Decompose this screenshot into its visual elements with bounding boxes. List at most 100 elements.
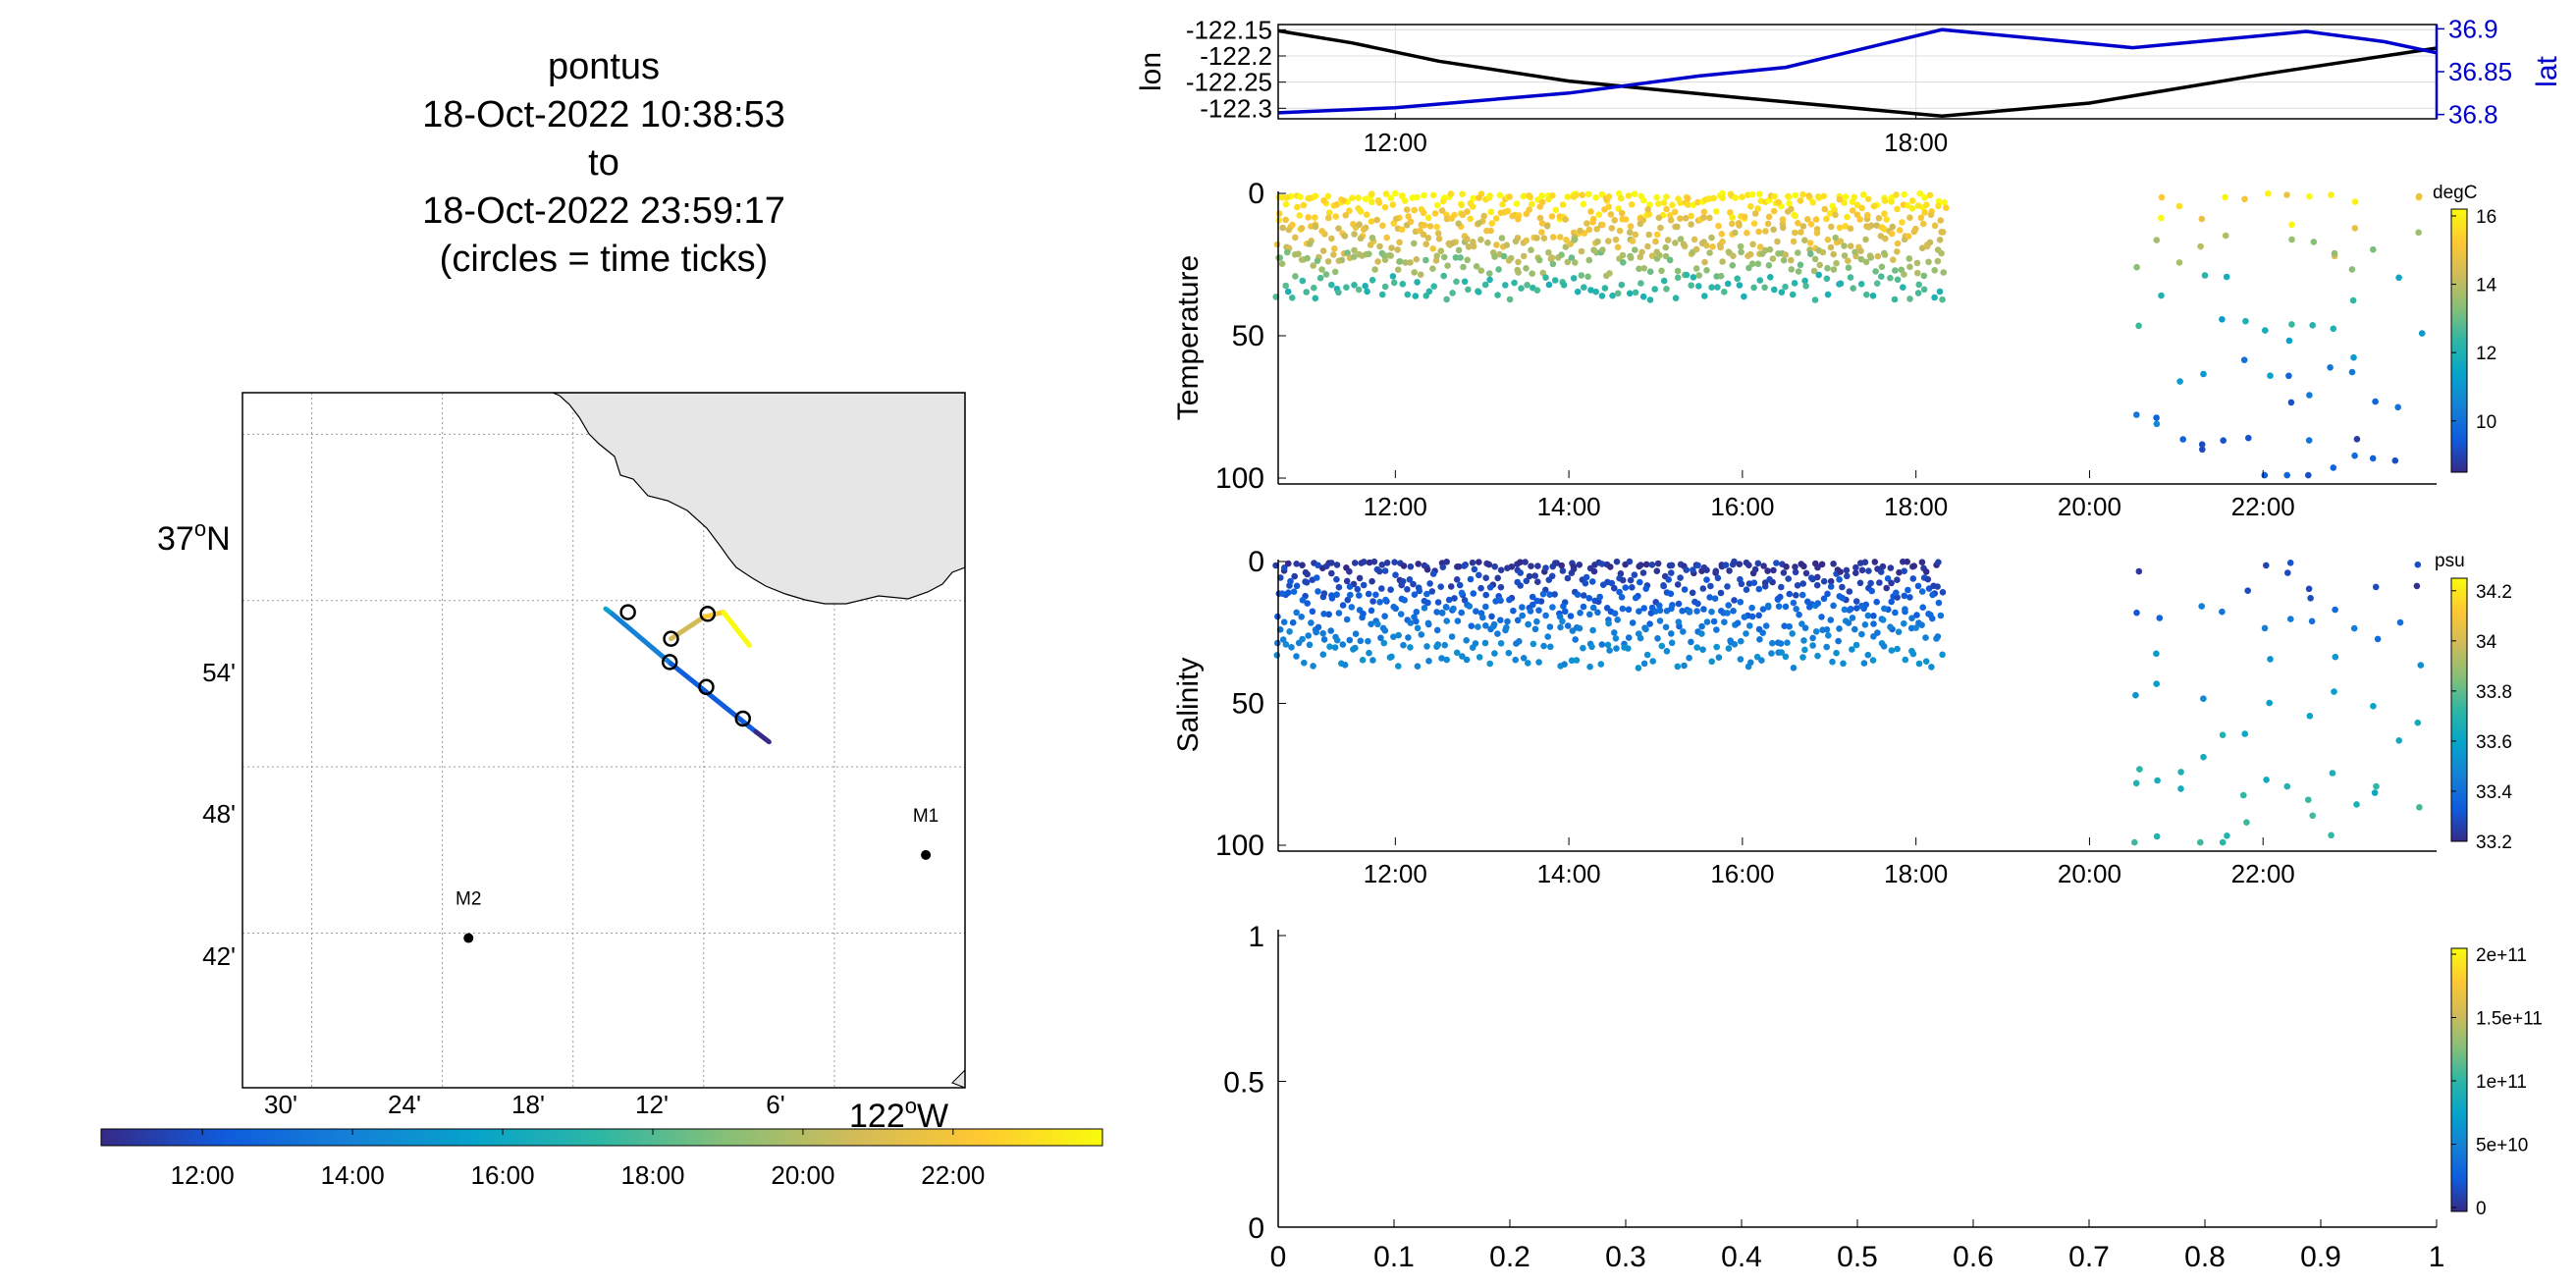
data-point <box>1581 284 1587 292</box>
data-point <box>1273 652 1281 659</box>
map-colorbar-tick-label: 22:00 <box>921 1160 985 1190</box>
data-point <box>1420 231 1427 239</box>
data-point <box>1312 214 1318 221</box>
data-point <box>2331 688 2337 695</box>
data-point <box>1394 246 1401 253</box>
data-point <box>1562 608 1569 616</box>
data-point <box>2133 263 2140 271</box>
data-point <box>1299 562 1306 568</box>
data-point <box>1668 639 1676 647</box>
data-point <box>1378 562 1386 568</box>
data-point <box>1613 645 1620 652</box>
data-point <box>2263 562 2270 569</box>
data-point <box>1375 199 1383 206</box>
data-point <box>1528 563 1534 569</box>
data-point <box>1546 591 1553 598</box>
data-point <box>1674 274 1682 282</box>
data-point <box>1858 204 1865 212</box>
data-point <box>2245 434 2252 442</box>
data-point <box>1378 291 1386 298</box>
data-point <box>1356 221 1363 228</box>
data-point <box>1665 576 1672 583</box>
data-point <box>1833 649 1840 657</box>
data-point <box>1618 209 1626 217</box>
data-point <box>1799 580 1806 587</box>
data-point <box>1312 223 1319 231</box>
data-point <box>1832 234 1839 242</box>
data-point <box>2267 656 2274 663</box>
data-point <box>1346 583 1354 590</box>
data-point <box>1548 254 1556 261</box>
x-tick-label: 0.7 <box>2068 1241 2110 1273</box>
data-point <box>2395 737 2402 744</box>
data-point <box>1812 216 1820 223</box>
data-point <box>1506 295 1514 303</box>
colorbar-tick-label: 0 <box>2476 1199 2487 1219</box>
data-point <box>1459 190 1466 197</box>
data-point <box>1782 283 1789 291</box>
data-point <box>1482 603 1489 611</box>
data-point <box>1458 201 1466 209</box>
data-point <box>1675 600 1683 608</box>
data-point <box>1380 639 1388 647</box>
data-point <box>1311 284 1317 292</box>
data-point <box>1929 591 1936 599</box>
data-point <box>1762 622 1770 629</box>
colorbar-tick-label: 10 <box>2476 412 2496 433</box>
data-point <box>1874 252 1882 260</box>
data-point <box>1936 288 1944 295</box>
data-point <box>1880 643 1888 650</box>
data-point <box>1732 194 1740 201</box>
time-tick-label: 22:00 <box>2231 859 2295 888</box>
data-point <box>1860 660 1868 667</box>
data-point <box>1605 619 1612 627</box>
lat-tick-label: 36.85 <box>2448 57 2512 86</box>
data-point <box>1893 589 1900 597</box>
data-point <box>1411 591 1419 598</box>
data-point <box>1692 245 1700 253</box>
data-point <box>1434 230 1442 237</box>
data-point <box>1454 617 1462 624</box>
x-tick-label: 0.5 <box>1837 1241 1878 1273</box>
data-point <box>1607 211 1615 218</box>
data-point <box>1588 578 1596 585</box>
data-point <box>1921 209 1928 216</box>
data-point <box>1847 274 1854 281</box>
data-point <box>1913 612 1920 618</box>
y-tick-label: 0 <box>1248 1212 1264 1245</box>
data-point <box>1535 607 1542 614</box>
data-point <box>1823 215 1830 223</box>
data-point <box>1871 559 1879 565</box>
salinity-panel: 0 50 100 12:00 14:00 16:00 18:00 20:00 22:00 Sal… <box>1172 546 2512 888</box>
data-point <box>1605 238 1612 244</box>
data-point <box>1363 211 1370 218</box>
data-point <box>1299 635 1306 643</box>
data-point <box>1809 634 1816 642</box>
data-point <box>1769 255 1777 262</box>
data-point <box>1564 193 1572 200</box>
data-point <box>1607 564 1614 570</box>
data-point <box>2288 321 2295 328</box>
time-tick-label: 18:00 <box>1884 492 1948 521</box>
data-point <box>1376 242 1383 250</box>
station-marker <box>463 933 474 943</box>
data-point <box>1758 657 1765 664</box>
data-point <box>1480 212 1487 220</box>
data-point <box>1284 248 1291 256</box>
lon-label-12: 12' <box>635 1090 669 1119</box>
data-point <box>1866 252 1874 259</box>
data-point <box>1699 646 1706 653</box>
data-point <box>1585 256 1593 264</box>
x-tick-label: 0.3 <box>1605 1241 1646 1273</box>
data-point <box>1690 236 1698 243</box>
data-point <box>1411 269 1418 276</box>
data-point <box>1872 268 1879 275</box>
data-point <box>1310 663 1316 670</box>
data-point <box>1934 257 1942 265</box>
data-point <box>1333 562 1341 568</box>
data-point <box>1845 257 1852 265</box>
data-point <box>2369 455 2377 462</box>
data-point <box>1754 560 1762 567</box>
data-point <box>1486 192 1493 199</box>
data-point <box>1618 194 1625 202</box>
